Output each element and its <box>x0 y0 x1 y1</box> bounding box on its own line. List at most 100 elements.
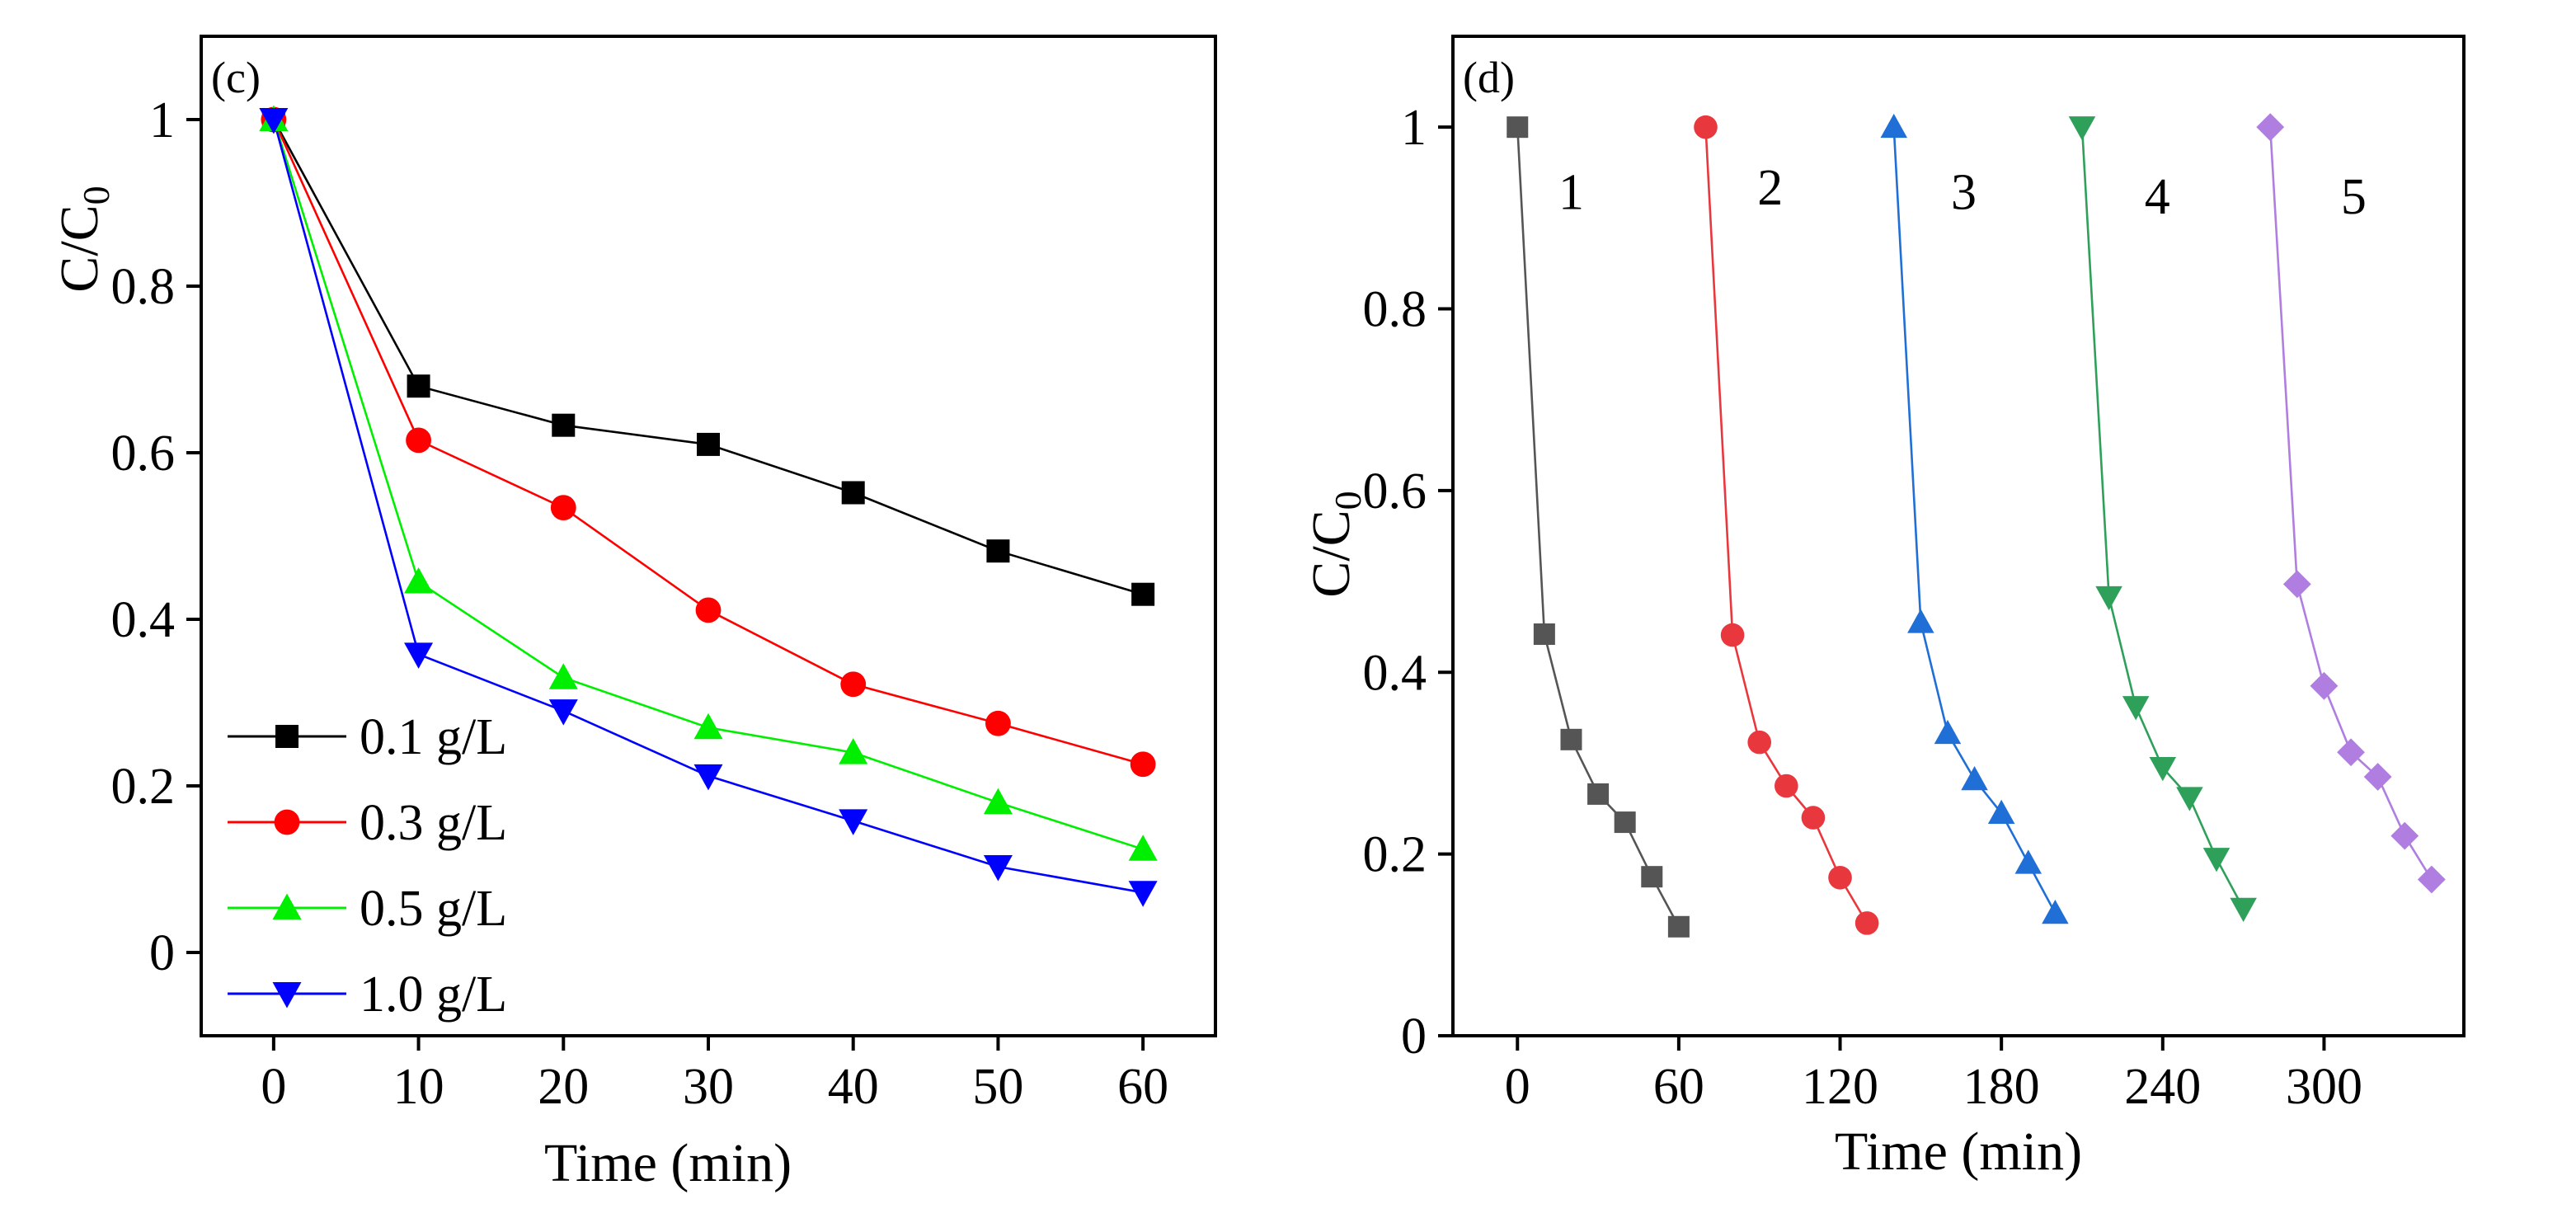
panel-c-data-point <box>693 764 723 791</box>
panel-d-ticks: 0 60 120 180 240 300 0 0.2 0.4 0.6 0.8 1 <box>1363 100 2362 1115</box>
panel-c-markers <box>259 105 1158 907</box>
panel-c-data-point <box>693 712 723 740</box>
panel-d-data-point <box>1775 774 1798 798</box>
panel-d-x-tick-label: 60 <box>1653 1059 1704 1115</box>
panel-c-data-point <box>1128 835 1158 861</box>
panel-c-y-axis-title: C/C0 <box>49 186 117 292</box>
panel-d-data-point <box>1560 728 1582 750</box>
panel-d-data-point <box>1987 799 2015 825</box>
panel-d-x-axis-title: Time (min) <box>1835 1122 2082 1182</box>
panel-d-data-point <box>2202 848 2230 872</box>
panel-d-x-tick-label: 120 <box>1802 1059 1878 1115</box>
panel-d-data-point <box>1801 806 1826 830</box>
panel-c-data-point <box>986 539 1010 563</box>
panel-d-series-line-1 <box>1516 127 1681 928</box>
panel-d-data-point <box>2230 897 2257 922</box>
panel-d-cycle-labels: 1 2 3 4 5 <box>1558 160 2367 225</box>
panel-d-data-point <box>1747 730 1772 755</box>
panel-d-data-point <box>1961 766 1988 791</box>
panel-d-data-point <box>1694 115 1718 139</box>
panel-c-data-point <box>695 597 722 623</box>
panel-d-data-point <box>1587 783 1610 805</box>
panel-c-data-point <box>983 854 1013 882</box>
panel-c-x-tick-label: 10 <box>393 1059 444 1115</box>
panel-c-data-point <box>839 738 868 764</box>
panel-c-data-point <box>407 374 430 398</box>
panel-c-x-tick-label: 50 <box>972 1059 1023 1115</box>
cycle-label-3: 3 <box>1951 164 1977 220</box>
panel-d-y-title-subscript: 0 <box>1327 491 1369 510</box>
legend-marker-2 <box>274 809 300 835</box>
legend-marker-1 <box>275 725 298 748</box>
panel-c-data-point <box>1128 881 1158 907</box>
panel-c-data-point <box>1130 751 1156 778</box>
panel-d-data-point <box>2417 865 2446 894</box>
panel-c-y-tick-label: 0.8 <box>111 259 176 315</box>
panel-c-y-tick-label: 0.4 <box>111 592 176 648</box>
panel-c-plot-frame <box>200 35 1217 1037</box>
panel-d-data-point <box>2122 696 2150 721</box>
panel-d-data-point <box>1614 811 1636 834</box>
panel-d-data-point <box>1641 866 1663 888</box>
panel-d-data-point <box>2363 763 2392 791</box>
panel-d-data-point <box>1828 865 1852 890</box>
panel-c-data-point <box>841 481 865 505</box>
legend-label-2: 0.3 g/L <box>360 795 507 851</box>
panel-d-data-point <box>2068 116 2096 141</box>
panel-d-series-lines <box>1516 127 2433 928</box>
panel-d-x-tick-label: 240 <box>2124 1059 2201 1115</box>
panel-d-data-point <box>2282 570 2311 599</box>
panel-d-x-tick-label: 180 <box>1963 1059 2040 1115</box>
panel-c-y-tick-label: 0.2 <box>111 759 176 815</box>
panel-c-y-tick-label: 0 <box>149 925 175 981</box>
panel-d-x-tick-label: 0 <box>1505 1059 1530 1115</box>
panel-d-data-point <box>1667 915 1690 938</box>
panel-c-data-point <box>983 788 1013 815</box>
panel-d-x-tick-label: 300 <box>2286 1059 2362 1115</box>
panel-d-y-tick-label: 0.2 <box>1363 827 1427 883</box>
panel-d-data-point <box>2390 821 2419 850</box>
cycle-label-5: 5 <box>2341 169 2367 225</box>
panel-d-y-tick-label: 0.8 <box>1363 282 1427 338</box>
panel-c-data-point <box>548 699 578 726</box>
cycle-label-2: 2 <box>1757 160 1783 216</box>
panel-c-data-point <box>985 710 1011 736</box>
panel-d-data-point <box>1934 719 1962 745</box>
panel-c-data-point <box>548 663 578 689</box>
legend-marker-3 <box>272 893 302 919</box>
panel-c-x-tick-label: 0 <box>261 1059 286 1115</box>
panel-d-markers <box>1507 113 2446 938</box>
panel-c-data-point <box>552 413 576 437</box>
panel-d-data-point <box>1720 623 1745 647</box>
panel-c-label: (c) <box>211 53 261 102</box>
panel-c-data-point <box>840 671 867 698</box>
panel-d-y-tick-label: 0.4 <box>1363 645 1427 701</box>
panel-d-data-point <box>1854 911 1879 935</box>
panel-d-data-point <box>2310 671 2339 700</box>
panel-c-y-tick-label: 1 <box>149 92 175 148</box>
panel-d-data-point <box>2176 787 2203 811</box>
panel-d-series-line-2 <box>1704 127 1869 924</box>
panel-d-data-point <box>2042 900 2069 924</box>
panel-d-data-point <box>1507 116 1529 139</box>
panel-d-data-point <box>1907 609 1934 633</box>
panel-d-series-line-4 <box>2080 127 2245 910</box>
legend-label-1: 0.1 g/L <box>360 709 507 765</box>
panel-c-data-point <box>839 809 868 835</box>
panel-c-x-axis-title: Time (min) <box>544 1133 792 1193</box>
legend-label-4: 1.0 g/L <box>360 966 507 1023</box>
panel-c-x-tick-label: 60 <box>1117 1059 1168 1115</box>
panel-c-y-tick-label: 0.6 <box>111 426 176 482</box>
panel-c-data-point <box>406 427 431 454</box>
panel-c-data-point <box>1131 582 1155 606</box>
legend-marker-4 <box>272 982 302 1009</box>
panel-c-y-title-subscript: 0 <box>75 186 117 205</box>
panel-c-data-point <box>404 642 434 669</box>
panel-d-data-point <box>1880 113 1907 139</box>
panel-c-data-point <box>259 108 289 134</box>
panel-d-y-tick-label: 0 <box>1401 1009 1427 1065</box>
panel-c-series-line-1 <box>272 119 1144 595</box>
panel-c-x-tick-label: 40 <box>828 1059 879 1115</box>
